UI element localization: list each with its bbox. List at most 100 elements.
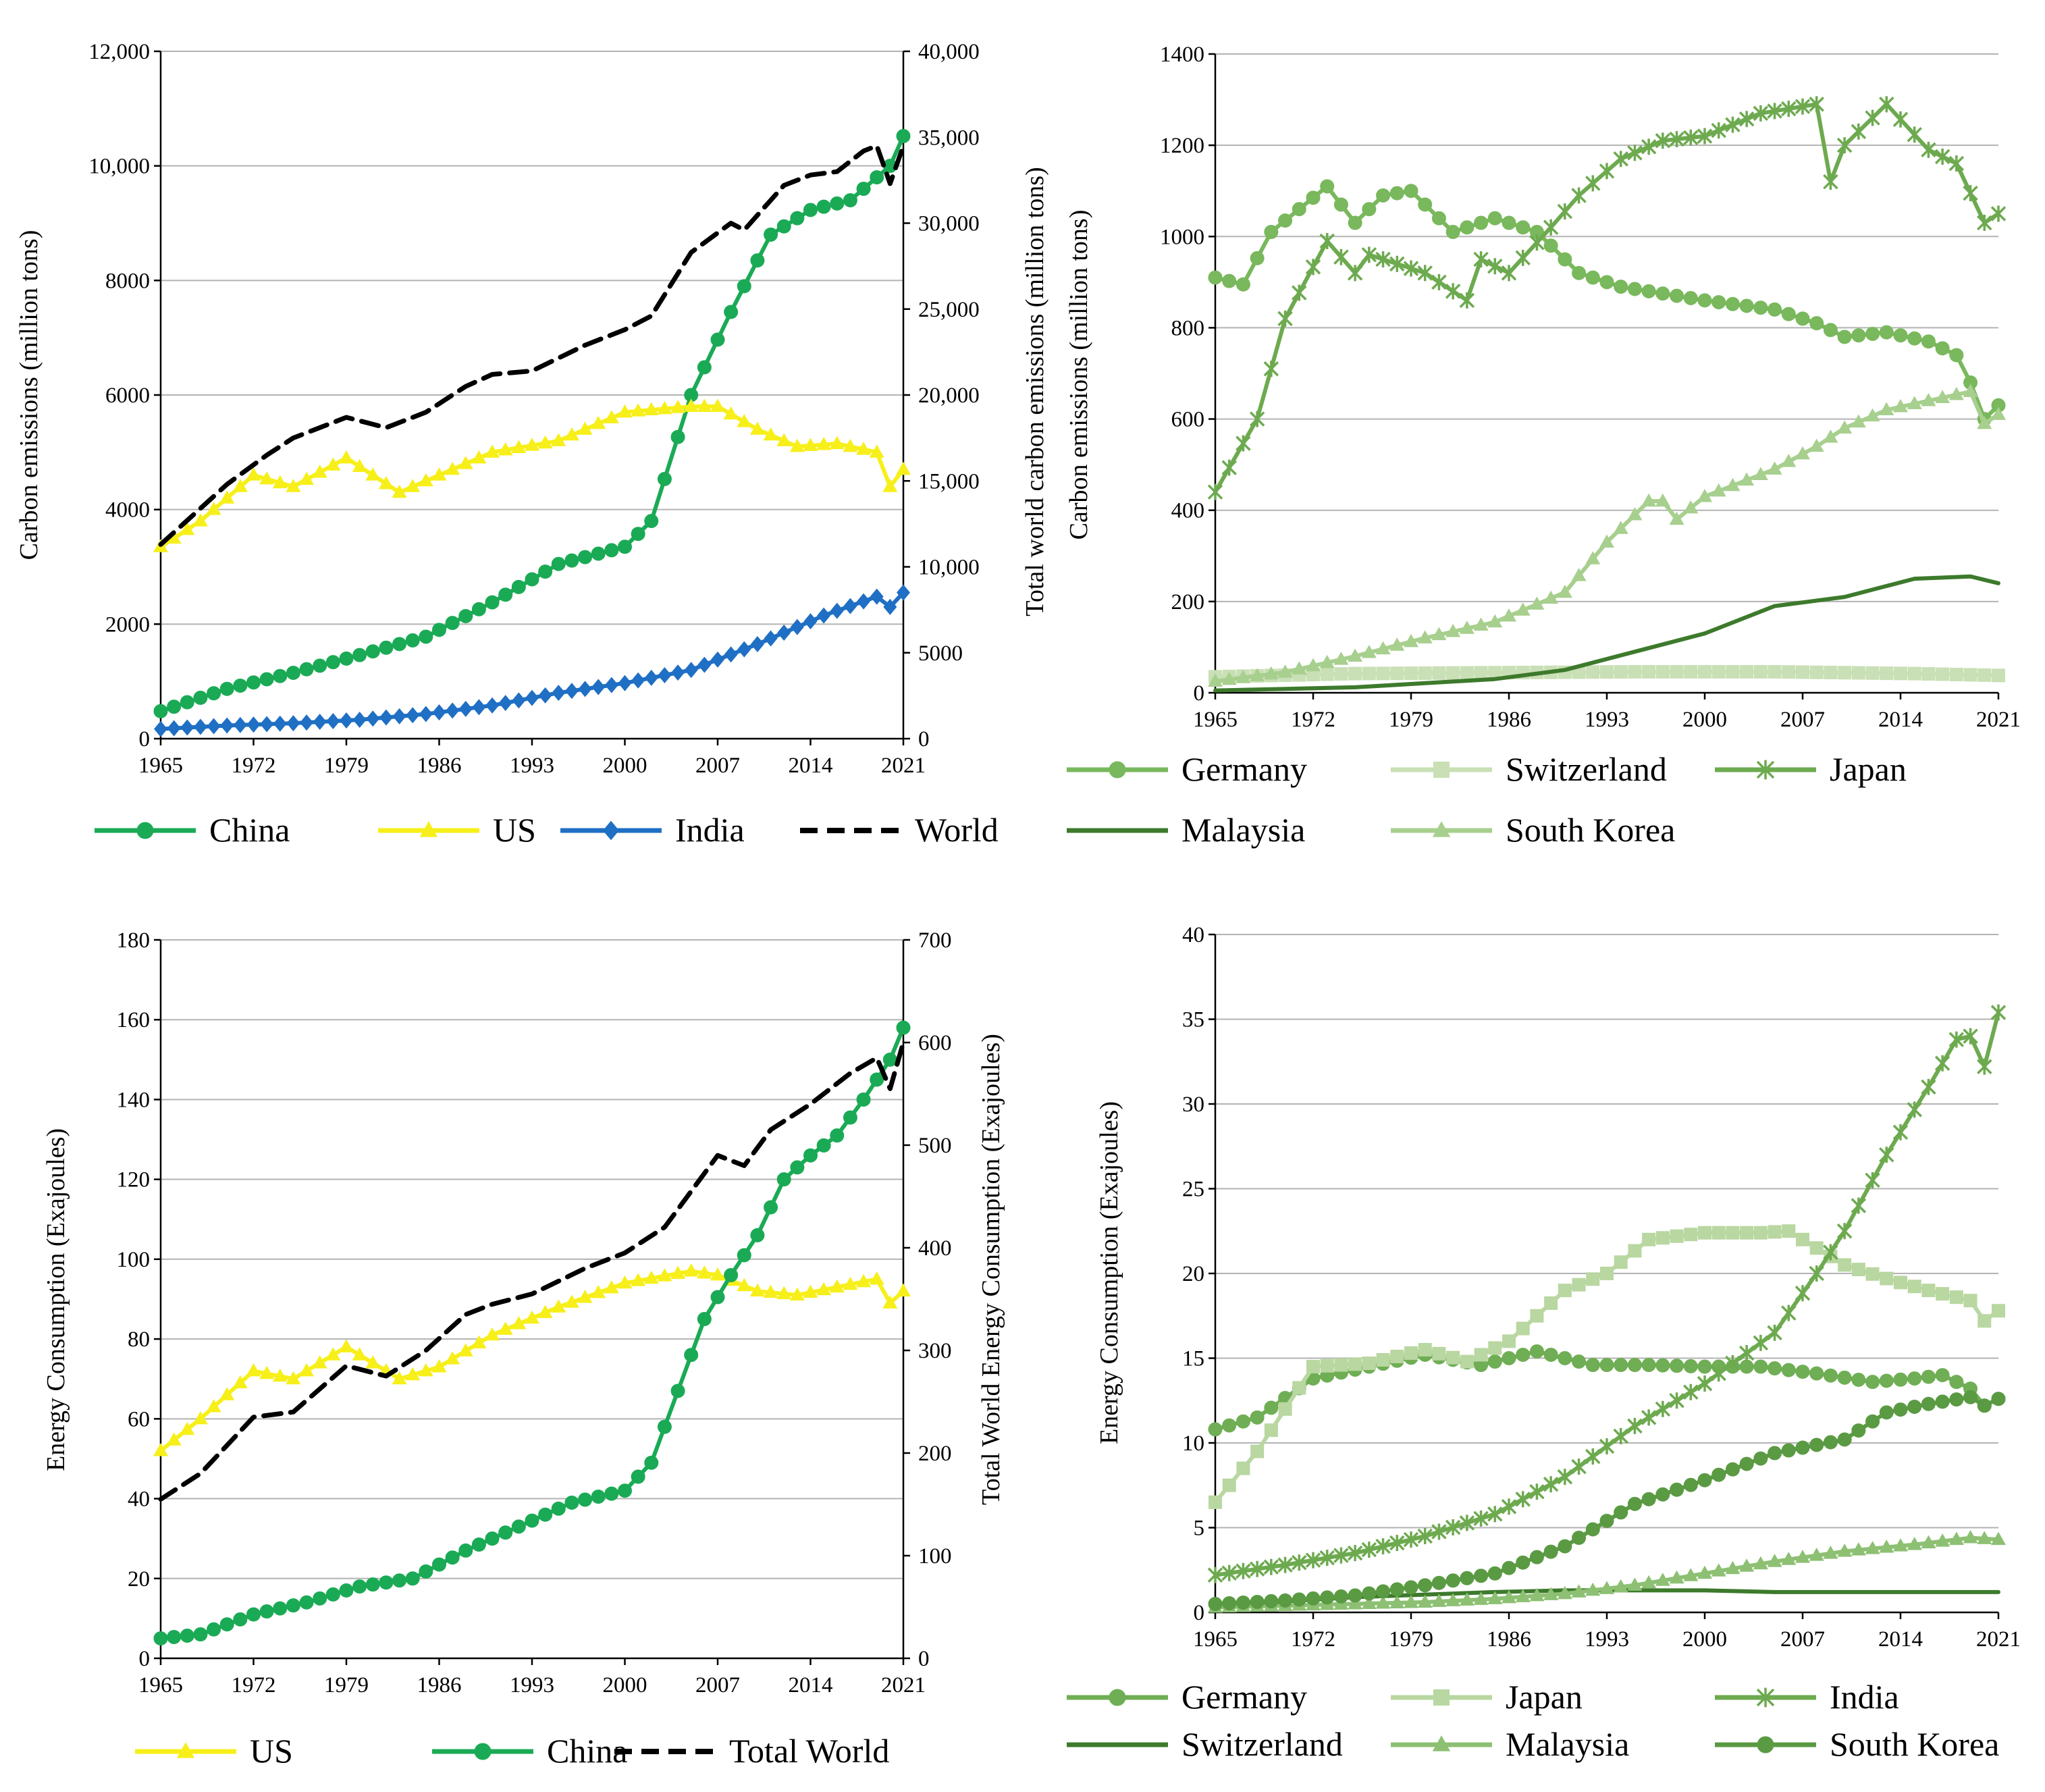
y-tick-label: 80 bbox=[128, 1327, 150, 1352]
legend-label-world: World bbox=[915, 811, 999, 849]
data-point-south-korea bbox=[1879, 402, 1894, 416]
series-world bbox=[158, 143, 906, 547]
data-point-us bbox=[418, 1363, 433, 1377]
legend-marker-germany bbox=[1109, 761, 1126, 779]
data-point-japan bbox=[1768, 1225, 1782, 1239]
data-point-germany bbox=[1711, 295, 1726, 310]
data-point-south-korea bbox=[1935, 390, 1950, 404]
data-point-us bbox=[577, 421, 593, 435]
data-point-us bbox=[339, 450, 354, 464]
data-point-india bbox=[340, 712, 353, 729]
data-point-us bbox=[166, 1432, 182, 1446]
y2-tick-label: 30,000 bbox=[918, 212, 980, 236]
data-point-south-korea bbox=[1655, 493, 1670, 507]
data-point-india bbox=[1753, 1334, 1769, 1351]
legend-label-us: US bbox=[250, 1732, 293, 1770]
legend-label-india: India bbox=[1830, 1678, 1899, 1716]
data-point-germany bbox=[1529, 1344, 1544, 1359]
data-point-switzerland bbox=[1474, 666, 1488, 680]
y-tick-label: 0 bbox=[139, 1647, 151, 1671]
series-line-us bbox=[159, 1269, 905, 1453]
data-point-switzerland bbox=[1362, 666, 1376, 681]
data-point-india bbox=[406, 707, 420, 724]
data-point-india bbox=[1977, 1058, 1992, 1075]
data-point-china bbox=[856, 1092, 871, 1107]
data-point-switzerland bbox=[1977, 668, 1992, 682]
data-point-switzerland bbox=[1376, 666, 1390, 681]
data-point-south-korea bbox=[1543, 1544, 1558, 1559]
legend-tr: Germany Switzerland Japan Malaysia South Kor… bbox=[1067, 750, 1907, 849]
data-point-china bbox=[790, 1160, 805, 1175]
data-point-japan bbox=[1403, 260, 1419, 277]
x-tick-label: 2021 bbox=[1976, 1627, 2021, 1652]
y2-tick-label: 20,000 bbox=[918, 384, 980, 408]
data-point-us bbox=[498, 1321, 513, 1335]
data-point-japan bbox=[1795, 98, 1811, 115]
data-point-germany bbox=[1795, 1365, 1810, 1379]
data-point-germany bbox=[1641, 1358, 1656, 1373]
data-point-india bbox=[525, 689, 539, 706]
x-tick-label: 1972 bbox=[1291, 708, 1335, 732]
data-point-us bbox=[803, 438, 818, 451]
y-tick-label: 600 bbox=[1171, 408, 1205, 432]
x-tick-label: 2007 bbox=[1780, 1627, 1825, 1652]
data-point-us bbox=[312, 465, 327, 478]
data-point-malaysia bbox=[1935, 1533, 1950, 1547]
data-point-germany bbox=[1516, 220, 1531, 235]
data-point-china bbox=[551, 1501, 566, 1516]
data-point-india bbox=[260, 716, 274, 733]
data-point-south-korea bbox=[1319, 654, 1335, 668]
data-point-china bbox=[724, 305, 739, 319]
data-point-malaysia bbox=[1865, 1541, 1880, 1554]
y-tick-label: 40 bbox=[128, 1487, 150, 1512]
data-point-south-korea bbox=[1767, 461, 1782, 475]
data-point-malaysia bbox=[1725, 1560, 1741, 1575]
data-point-south-korea bbox=[1949, 1392, 1964, 1407]
data-point-china bbox=[445, 616, 460, 631]
legend-marker-china bbox=[474, 1743, 492, 1760]
data-point-malaysia bbox=[1893, 1538, 1908, 1552]
data-point-south-korea bbox=[1348, 648, 1363, 662]
data-point-switzerland bbox=[1921, 667, 1936, 681]
x-tick-label: 2014 bbox=[789, 754, 833, 778]
data-point-india bbox=[1207, 1566, 1223, 1583]
data-point-germany bbox=[1572, 1354, 1587, 1369]
data-point-us bbox=[737, 414, 752, 427]
data-point-india bbox=[1361, 1541, 1377, 1558]
series-malaysia bbox=[1208, 1530, 2006, 1613]
data-point-india bbox=[1333, 1547, 1349, 1564]
data-point-japan bbox=[1990, 205, 2007, 222]
legend-marker-germany bbox=[1109, 1689, 1126, 1706]
x-tick-label: 2000 bbox=[1682, 1627, 1727, 1652]
data-point-us bbox=[471, 450, 487, 464]
data-point-china bbox=[498, 1525, 513, 1540]
data-point-india bbox=[1585, 1448, 1601, 1465]
y-tick-label: 10 bbox=[1182, 1431, 1204, 1456]
data-point-japan bbox=[1571, 187, 1587, 204]
data-point-switzerland bbox=[1418, 666, 1432, 680]
data-point-germany bbox=[1362, 202, 1377, 217]
data-point-india bbox=[246, 716, 261, 733]
data-point-south-korea bbox=[1208, 1596, 1223, 1611]
data-point-switzerland bbox=[1655, 664, 1670, 679]
data-point-us bbox=[325, 1347, 341, 1361]
data-point-japan bbox=[1921, 141, 1936, 158]
data-point-south-korea bbox=[1502, 608, 1516, 622]
data-point-us bbox=[232, 479, 248, 492]
data-point-japan bbox=[1544, 1296, 1558, 1310]
x-tick-label: 1965 bbox=[1193, 1627, 1238, 1652]
data-point-germany bbox=[1768, 302, 1782, 317]
data-point-india bbox=[618, 675, 632, 691]
data-point-india bbox=[1431, 1523, 1447, 1540]
data-point-japan bbox=[1963, 1294, 1977, 1308]
data-point-malaysia bbox=[1655, 1573, 1670, 1586]
legend-label-malaysia: Malaysia bbox=[1181, 811, 1305, 849]
data-point-japan bbox=[1221, 459, 1237, 476]
data-point-us bbox=[511, 440, 527, 454]
data-point-japan bbox=[1207, 483, 1223, 500]
data-point-germany bbox=[1949, 1375, 1964, 1390]
data-point-malaysia bbox=[1753, 1556, 1768, 1570]
data-point-us bbox=[352, 1347, 367, 1361]
data-point-germany bbox=[1222, 1418, 1237, 1433]
series-line-world bbox=[158, 143, 906, 547]
